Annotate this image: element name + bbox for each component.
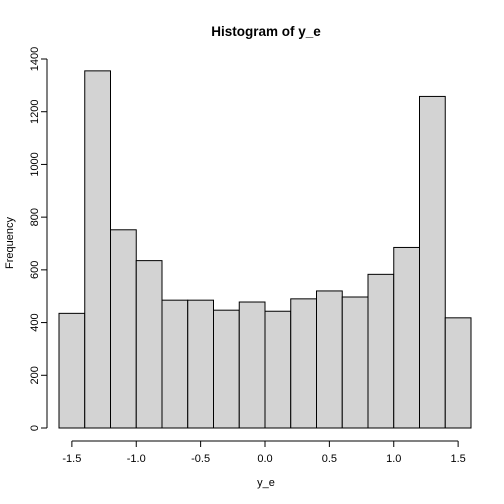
y-tick-label: 400 — [29, 313, 41, 331]
histogram-bar — [444, 317, 472, 429]
histogram-bar — [161, 299, 189, 429]
y-tick-label: 1400 — [29, 47, 41, 71]
histogram-bar — [213, 309, 240, 429]
x-axis: -1.5 -1.0 -0.5 0.0 0.5 1.0 1.5 — [62, 440, 466, 465]
y-tick-label: 200 — [29, 366, 41, 384]
histogram-bar — [290, 298, 317, 429]
histogram-bar — [393, 246, 420, 429]
histogram-bar — [58, 312, 86, 429]
histogram-bar — [341, 296, 369, 429]
y-tick-label: 800 — [29, 208, 41, 226]
x-axis-label: y_e — [257, 477, 275, 489]
x-tick-label: -1.5 — [62, 453, 81, 465]
y-axis: 0 200 400 600 800 1000 1200 1400 — [29, 47, 48, 431]
y-tick-label: 1200 — [29, 99, 41, 123]
y-tick-label: 0 — [29, 425, 41, 431]
bars-group — [58, 70, 472, 429]
x-tick-label: 0.0 — [257, 453, 272, 465]
histogram-bar — [419, 95, 446, 429]
histogram-bar — [110, 229, 137, 429]
x-tick-label: 1.5 — [450, 453, 465, 465]
x-tick-label: 1.0 — [386, 453, 401, 465]
histogram-bar — [367, 273, 395, 429]
histogram-bar — [84, 70, 111, 429]
y-tick-label: 600 — [29, 261, 41, 279]
x-tick-label: -0.5 — [191, 453, 210, 465]
histogram-bar — [135, 260, 163, 429]
histogram-bar — [187, 299, 214, 429]
histogram-bar — [316, 290, 343, 429]
chart-title: Histogram of y_e — [211, 24, 321, 39]
y-axis-label: Frequency — [4, 217, 16, 269]
histogram-bar — [238, 301, 266, 429]
y-tick-label: 1000 — [29, 152, 41, 176]
histogram-bar — [264, 310, 292, 429]
x-tick-label: 0.5 — [322, 453, 337, 465]
x-tick-label: -1.0 — [127, 453, 146, 465]
